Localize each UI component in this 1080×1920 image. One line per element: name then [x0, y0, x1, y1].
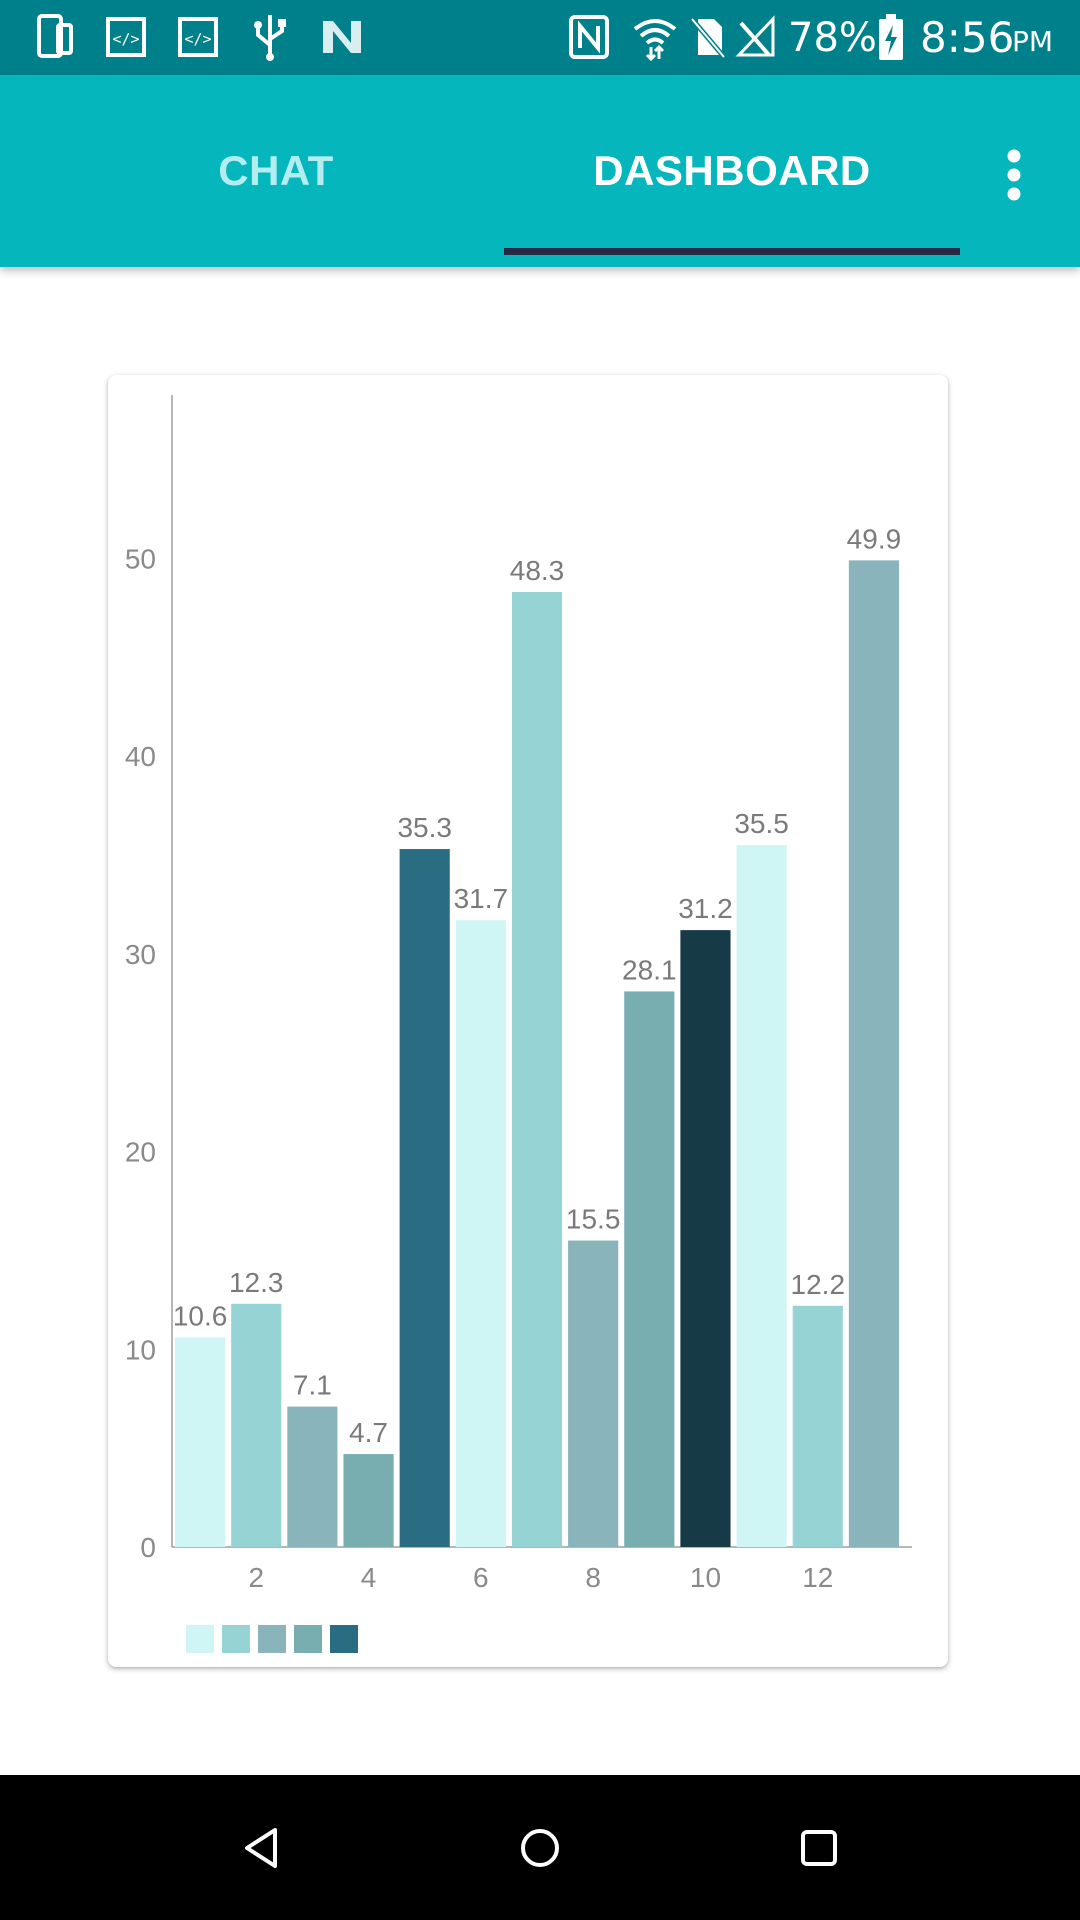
- svg-text:</>: </>: [112, 30, 139, 48]
- more-options-button[interactable]: [984, 145, 1044, 205]
- legend-swatch: [222, 1625, 250, 1653]
- x-tick-label: 8: [585, 1562, 601, 1593]
- data-label: 7.1: [293, 1370, 332, 1401]
- data-label: 15.5: [566, 1204, 621, 1235]
- x-tick-label: 10: [690, 1562, 721, 1593]
- x-tick-label: 6: [473, 1562, 489, 1593]
- data-label: 12.2: [791, 1269, 846, 1300]
- legend-swatch: [186, 1625, 214, 1653]
- bar-chart: 0 10 20 30 40 50 10.612.3 7.1 4.7 35.3 31.7 48.3 15.…: [125, 395, 912, 1653]
- recents-icon: [801, 1830, 837, 1866]
- nfc-icon: [566, 12, 612, 62]
- no-signal-icon: [734, 12, 778, 62]
- back-button[interactable]: [226, 1813, 296, 1883]
- navigation-bar: [0, 1775, 1080, 1920]
- back-icon: [245, 1828, 277, 1868]
- x-tick-label: 4: [361, 1562, 377, 1593]
- no-sim-icon: [688, 12, 728, 62]
- tab-chat[interactable]: CHAT: [48, 75, 504, 267]
- usb-icon: [250, 12, 290, 62]
- legend-swatch: [330, 1625, 358, 1653]
- data-label: 49.9: [847, 523, 902, 554]
- y-tick-label: 40: [125, 741, 156, 772]
- y-tick-label: 0: [140, 1532, 156, 1563]
- recents-button[interactable]: [784, 1813, 854, 1883]
- x-tick-label: 12: [802, 1562, 833, 1593]
- y-tick-label: 50: [125, 543, 156, 574]
- status-bar: </> </> 78% 8:56 PM: [0, 0, 1080, 75]
- bar: [399, 849, 450, 1547]
- phone-screen-icon: [34, 12, 76, 62]
- data-label: 35.5: [734, 808, 789, 839]
- data-label: 35.3: [397, 812, 452, 843]
- data-label: 48.3: [510, 555, 565, 586]
- bar: [624, 991, 675, 1547]
- code-icon: </>: [176, 12, 220, 62]
- data-label: 12.3: [229, 1267, 284, 1298]
- clock-time: 8:56: [920, 13, 1015, 62]
- bar: [848, 560, 899, 1547]
- bar: [792, 1305, 843, 1547]
- app-bar: CHAT DASHBOARD: [0, 75, 1080, 267]
- home-icon: [521, 1829, 559, 1867]
- legend-swatch: [294, 1625, 322, 1653]
- data-label: 28.1: [622, 954, 677, 985]
- data-label: 4.7: [349, 1417, 388, 1448]
- bar: [680, 930, 731, 1547]
- battery-charging-icon: [876, 12, 906, 62]
- bar: [343, 1454, 394, 1547]
- battery-percent: 78%: [788, 15, 877, 61]
- wifi-icon: [630, 12, 680, 62]
- more-vert-icon: [1007, 149, 1021, 201]
- bar: [175, 1337, 226, 1547]
- home-button[interactable]: [505, 1813, 575, 1883]
- bar: [231, 1303, 282, 1547]
- y-tick-label: 20: [125, 1137, 156, 1168]
- bar: [568, 1240, 619, 1547]
- tab-dashboard[interactable]: DASHBOARD: [504, 75, 960, 267]
- tab-dashboard-label: DASHBOARD: [593, 147, 871, 194]
- bar: [511, 592, 563, 1547]
- data-label: 31.2: [678, 893, 733, 924]
- legend-swatch: [258, 1625, 286, 1653]
- tab-selected-indicator: [504, 248, 960, 255]
- bar: [736, 845, 787, 1547]
- chart-card: 0 10 20 30 40 50 10.6 12.3 7.1 4.7 35.3 31.7 48.3 15.…: [108, 375, 948, 1667]
- x-tick-label: 2: [248, 1562, 264, 1593]
- bar: [455, 920, 506, 1547]
- code-icon: </>: [104, 12, 148, 62]
- data-label: 10.6: [173, 1300, 228, 1331]
- y-tick-label: 30: [125, 939, 156, 970]
- n-logo-icon: [318, 12, 366, 62]
- y-tick-label: 10: [125, 1334, 156, 1365]
- svg-text:</>: </>: [184, 30, 211, 48]
- tab-chat-label: CHAT: [218, 147, 334, 194]
- clock-ampm: PM: [1012, 25, 1054, 58]
- bar: [287, 1406, 338, 1547]
- data-label: 31.7: [454, 883, 509, 914]
